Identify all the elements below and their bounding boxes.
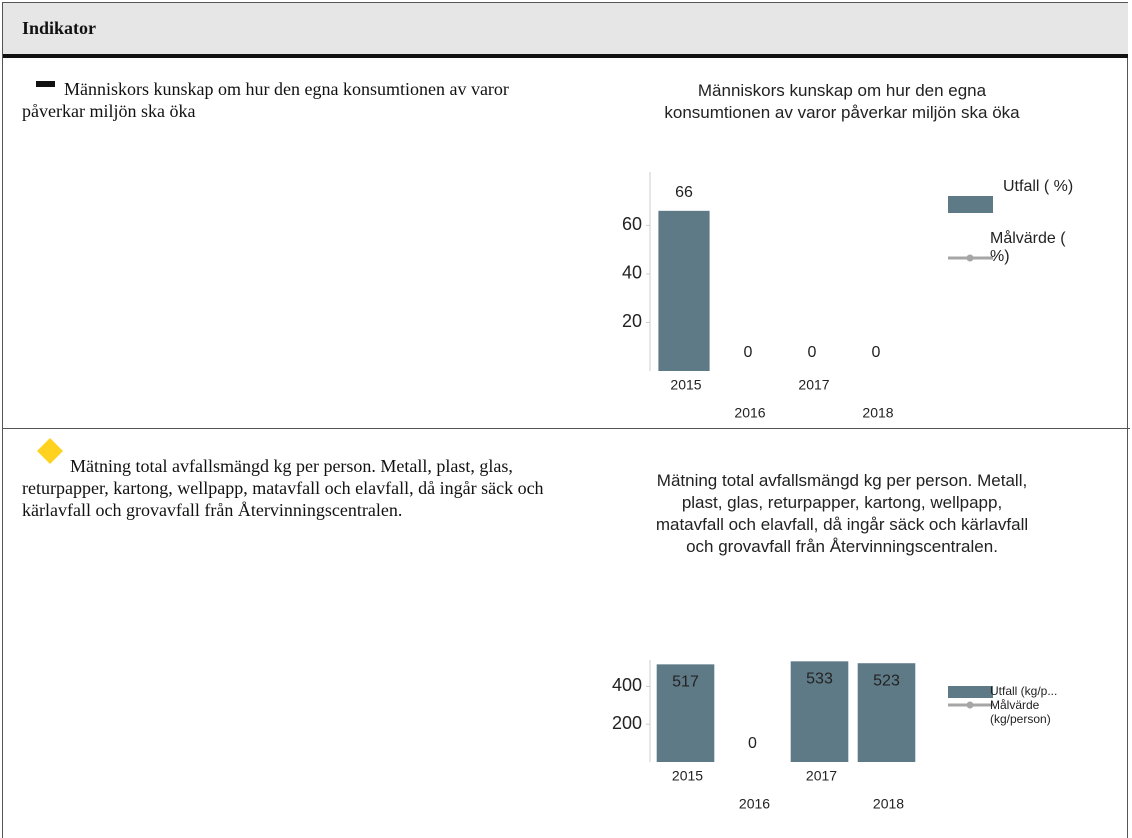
x-tick-label: 2015: [672, 768, 703, 784]
y-tick-label: 200: [612, 713, 642, 733]
chart-title: Människors kunskap om hur den egna konsu…: [664, 81, 1020, 122]
data-label: 66: [675, 184, 693, 201]
status-diamond: [37, 438, 63, 464]
data-label: 533: [806, 671, 833, 688]
x-tick-label: 2016: [739, 796, 770, 812]
legend-label: Målvärde ( %): [990, 230, 1066, 265]
data-label: 0: [872, 344, 881, 361]
legend-label: Utfall (kg/p...: [990, 684, 1058, 698]
x-tick-label: 2017: [798, 377, 829, 393]
data-label: 0: [744, 344, 753, 361]
x-tick-label: 2018: [862, 405, 893, 421]
x-tick-label: 2016: [734, 405, 765, 421]
indicator-text: Mätning total avfallsmängd kg per person…: [22, 456, 544, 520]
legend-marker: [966, 254, 974, 262]
legend-swatch: [948, 686, 993, 698]
chart-title: Mätning total avfallsmängd kg per person…: [655, 471, 1029, 556]
data-label: 523: [873, 672, 900, 689]
bar: [790, 661, 849, 762]
bar: [658, 210, 710, 371]
legend-label: Utfall ( %): [1003, 178, 1074, 195]
row-separator: [2, 428, 1130, 429]
status-dash: [36, 81, 55, 87]
data-label: 0: [748, 735, 757, 752]
data-label: 517: [672, 674, 699, 691]
x-tick-label: 2018: [873, 796, 904, 812]
table-header: Indikator: [3, 3, 1128, 58]
header-title: Indikator: [22, 18, 97, 38]
x-tick-label: 2017: [806, 768, 837, 784]
legend-label: Målvärde (kg/person): [990, 698, 1051, 726]
data-label: 0: [808, 344, 817, 361]
y-tick-label: 20: [622, 311, 642, 331]
indicator-text: Människors kunskap om hur den egna konsu…: [22, 79, 509, 121]
bar: [656, 664, 715, 762]
indicator-cell: Mätning total avfallsmängd kg per person…: [22, 438, 552, 521]
indicator-cell: Människors kunskap om hur den egna konsu…: [22, 78, 552, 122]
y-tick-label: 60: [622, 214, 642, 234]
x-tick-label: 2015: [670, 377, 701, 393]
legend-swatch: [948, 196, 993, 213]
y-tick-label: 40: [622, 263, 642, 283]
legend-marker: [966, 701, 974, 709]
y-tick-label: 400: [612, 675, 642, 695]
bar: [857, 663, 916, 762]
